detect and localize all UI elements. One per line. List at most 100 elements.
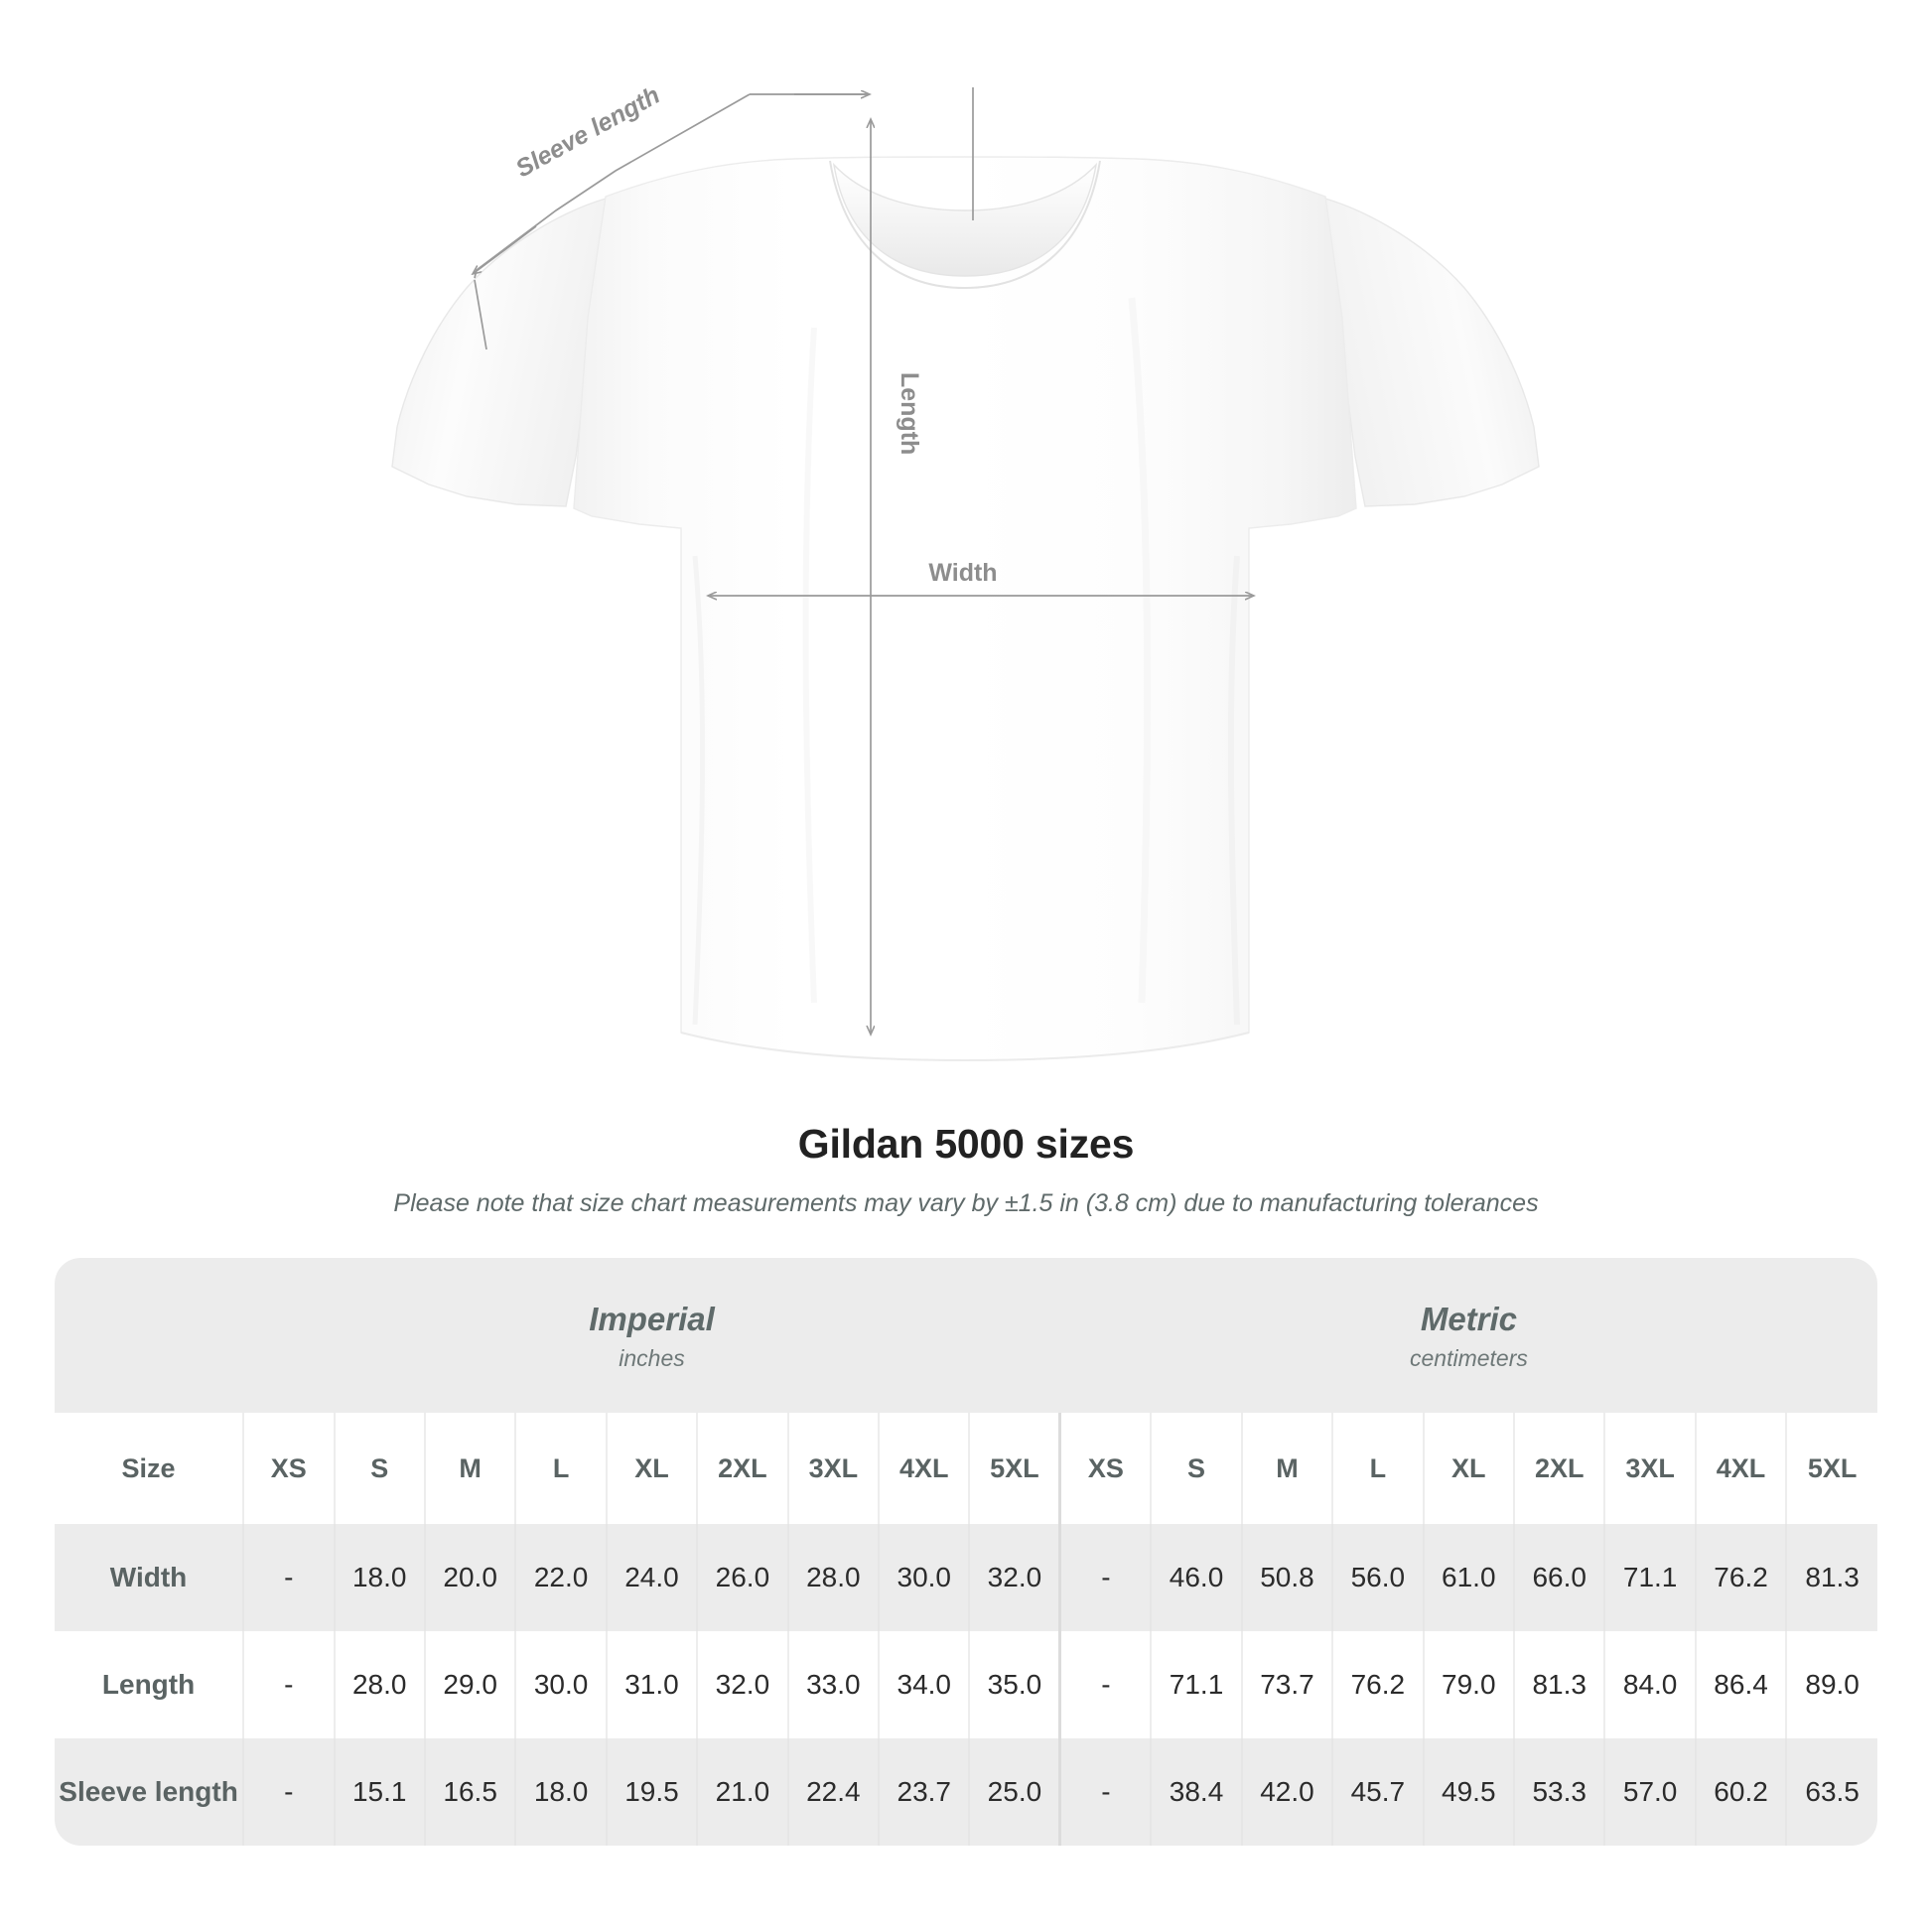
cell-width-imperial-1: 18.0	[333, 1524, 425, 1632]
unit-sub-metric: centimeters	[1410, 1345, 1528, 1372]
size-header-metric-4: XL	[1422, 1413, 1514, 1525]
row-label-width: Width	[55, 1524, 244, 1632]
table-row: Length - 28.0 29.0 30.0 31.0 32.0 33.0 3…	[55, 1631, 1877, 1739]
cell-sleeve-imperial-5: 21.0	[696, 1738, 788, 1847]
size-header-metric-3: L	[1331, 1413, 1424, 1525]
cell-width-metric-1: 46.0	[1150, 1524, 1242, 1632]
cell-width-metric-6: 71.1	[1603, 1524, 1696, 1632]
cell-length-imperial-6: 33.0	[786, 1631, 880, 1739]
cell-length-metric-2: 73.7	[1240, 1631, 1333, 1739]
chart-heading: Gildan 5000 sizes Please note that size …	[0, 1121, 1932, 1218]
size-header-metric-5: 2XL	[1512, 1413, 1605, 1525]
table-row: Sleeve length - 15.1 16.5 18.0 19.5 21.0…	[55, 1738, 1877, 1847]
unit-cell-metric: Metric centimeters	[1059, 1258, 1877, 1414]
cell-length-imperial-1: 28.0	[333, 1631, 425, 1739]
sleeve-end-tick	[474, 279, 487, 350]
cell-length-metric-3: 76.2	[1331, 1631, 1424, 1739]
cell-width-imperial-3: 22.0	[514, 1524, 607, 1632]
cell-sleeve-metric-3: 45.7	[1331, 1738, 1424, 1847]
cell-width-metric-8: 81.3	[1785, 1524, 1877, 1632]
cell-sleeve-metric-1: 38.4	[1150, 1738, 1242, 1847]
cell-length-metric-7: 86.4	[1694, 1631, 1787, 1739]
page-title: Gildan 5000 sizes	[797, 1121, 1135, 1167]
fold-right	[1227, 555, 1240, 1026]
size-header-imperial-7: 4XL	[878, 1413, 970, 1525]
size-header-imperial-8: 5XL	[968, 1413, 1060, 1525]
tshirt-illustration	[391, 156, 1540, 1062]
unit-name-metric: Metric	[1420, 1301, 1518, 1338]
cell-length-imperial-4: 31.0	[605, 1631, 698, 1739]
width-label: Width	[928, 559, 997, 587]
cell-width-metric-2: 50.8	[1240, 1524, 1333, 1632]
size-header-imperial-1: S	[333, 1413, 425, 1525]
cell-length-imperial-8: 35.0	[968, 1631, 1060, 1739]
cell-length-metric-5: 81.3	[1512, 1631, 1605, 1739]
cell-width-metric-7: 76.2	[1694, 1524, 1787, 1632]
collar	[832, 162, 1098, 277]
cell-sleeve-imperial-4: 19.5	[605, 1738, 698, 1847]
size-header-imperial-6: 3XL	[786, 1413, 880, 1525]
page-subtitle: Please note that size chart measurements…	[393, 1189, 1539, 1218]
row-label-length: Length	[55, 1631, 244, 1739]
cell-sleeve-metric-6: 57.0	[1603, 1738, 1696, 1847]
fold-left	[692, 555, 706, 1026]
unit-sub-imperial: inches	[619, 1345, 685, 1372]
cell-width-metric-0: -	[1058, 1524, 1152, 1632]
cell-length-metric-0: -	[1058, 1631, 1152, 1739]
cell-sleeve-metric-4: 49.5	[1422, 1738, 1514, 1847]
cell-length-metric-6: 84.0	[1603, 1631, 1696, 1739]
size-header-imperial-4: XL	[605, 1413, 698, 1525]
cell-sleeve-imperial-0: -	[242, 1738, 335, 1847]
unit-name-imperial: Imperial	[589, 1301, 715, 1338]
cell-sleeve-metric-7: 60.2	[1694, 1738, 1787, 1847]
cell-sleeve-imperial-2: 16.5	[423, 1738, 516, 1847]
size-chart-table: Imperial inches Metric centimeters Size …	[55, 1258, 1877, 1847]
cell-length-metric-8: 89.0	[1785, 1631, 1877, 1739]
size-header-imperial-2: M	[423, 1413, 516, 1525]
cell-width-imperial-6: 28.0	[786, 1524, 880, 1632]
cell-width-imperial-2: 20.0	[423, 1524, 516, 1632]
cell-length-imperial-7: 34.0	[878, 1631, 970, 1739]
sleeve-length-label: Sleeve length	[511, 81, 665, 184]
cell-length-imperial-3: 30.0	[514, 1631, 607, 1739]
cell-width-imperial-8: 32.0	[968, 1524, 1060, 1632]
cell-sleeve-metric-0: -	[1058, 1738, 1152, 1847]
cell-length-imperial-0: -	[242, 1631, 335, 1739]
size-header-metric-1: S	[1150, 1413, 1242, 1525]
size-header-metric-6: 3XL	[1603, 1413, 1696, 1525]
table-row: Width - 18.0 20.0 22.0 24.0 26.0 28.0 30…	[55, 1524, 1877, 1632]
right-sleeve	[1324, 198, 1540, 507]
size-header-row: Size XS S M L XL 2XL 3XL 4XL 5XL XS S M …	[55, 1413, 1877, 1525]
collar-inner-line	[829, 160, 1101, 290]
tshirt-diagram: Sleeve length Length Width	[391, 81, 1540, 1062]
size-header-metric-8: 5XL	[1785, 1413, 1877, 1525]
size-header-imperial-0: XS	[242, 1413, 335, 1525]
cell-sleeve-imperial-3: 18.0	[514, 1738, 607, 1847]
left-sleeve	[391, 198, 607, 507]
size-chart-table-wrap: Imperial inches Metric centimeters Size …	[55, 1258, 1877, 1847]
cell-width-imperial-0: -	[242, 1524, 335, 1632]
cell-length-metric-4: 79.0	[1422, 1631, 1514, 1739]
unit-cell-imperial: Imperial inches	[243, 1258, 1060, 1414]
fold-center-left	[802, 327, 817, 1004]
header-size-label: Size	[55, 1413, 244, 1525]
length-label: Length	[896, 372, 923, 455]
size-chart-body: Imperial inches Metric centimeters Size …	[55, 1258, 1877, 1847]
cell-width-metric-4: 61.0	[1422, 1524, 1514, 1632]
cell-width-metric-5: 66.0	[1512, 1524, 1605, 1632]
cell-length-metric-1: 71.1	[1150, 1631, 1242, 1739]
size-header-imperial-5: 2XL	[696, 1413, 788, 1525]
cell-width-metric-3: 56.0	[1331, 1524, 1424, 1632]
size-header-metric-7: 4XL	[1694, 1413, 1787, 1525]
cell-sleeve-metric-5: 53.3	[1512, 1738, 1605, 1847]
row-label-sleeve-length: Sleeve length	[55, 1738, 244, 1847]
cell-sleeve-imperial-1: 15.1	[333, 1738, 425, 1847]
hem-line	[680, 1032, 1250, 1062]
cell-length-imperial-2: 29.0	[423, 1631, 516, 1739]
size-header-metric-2: M	[1240, 1413, 1333, 1525]
cell-sleeve-imperial-8: 25.0	[968, 1738, 1060, 1847]
measurement-annotations	[473, 87, 1254, 1035]
cell-width-imperial-4: 24.0	[605, 1524, 698, 1632]
cell-sleeve-metric-2: 42.0	[1240, 1738, 1333, 1847]
cell-sleeve-metric-8: 63.5	[1785, 1738, 1877, 1847]
